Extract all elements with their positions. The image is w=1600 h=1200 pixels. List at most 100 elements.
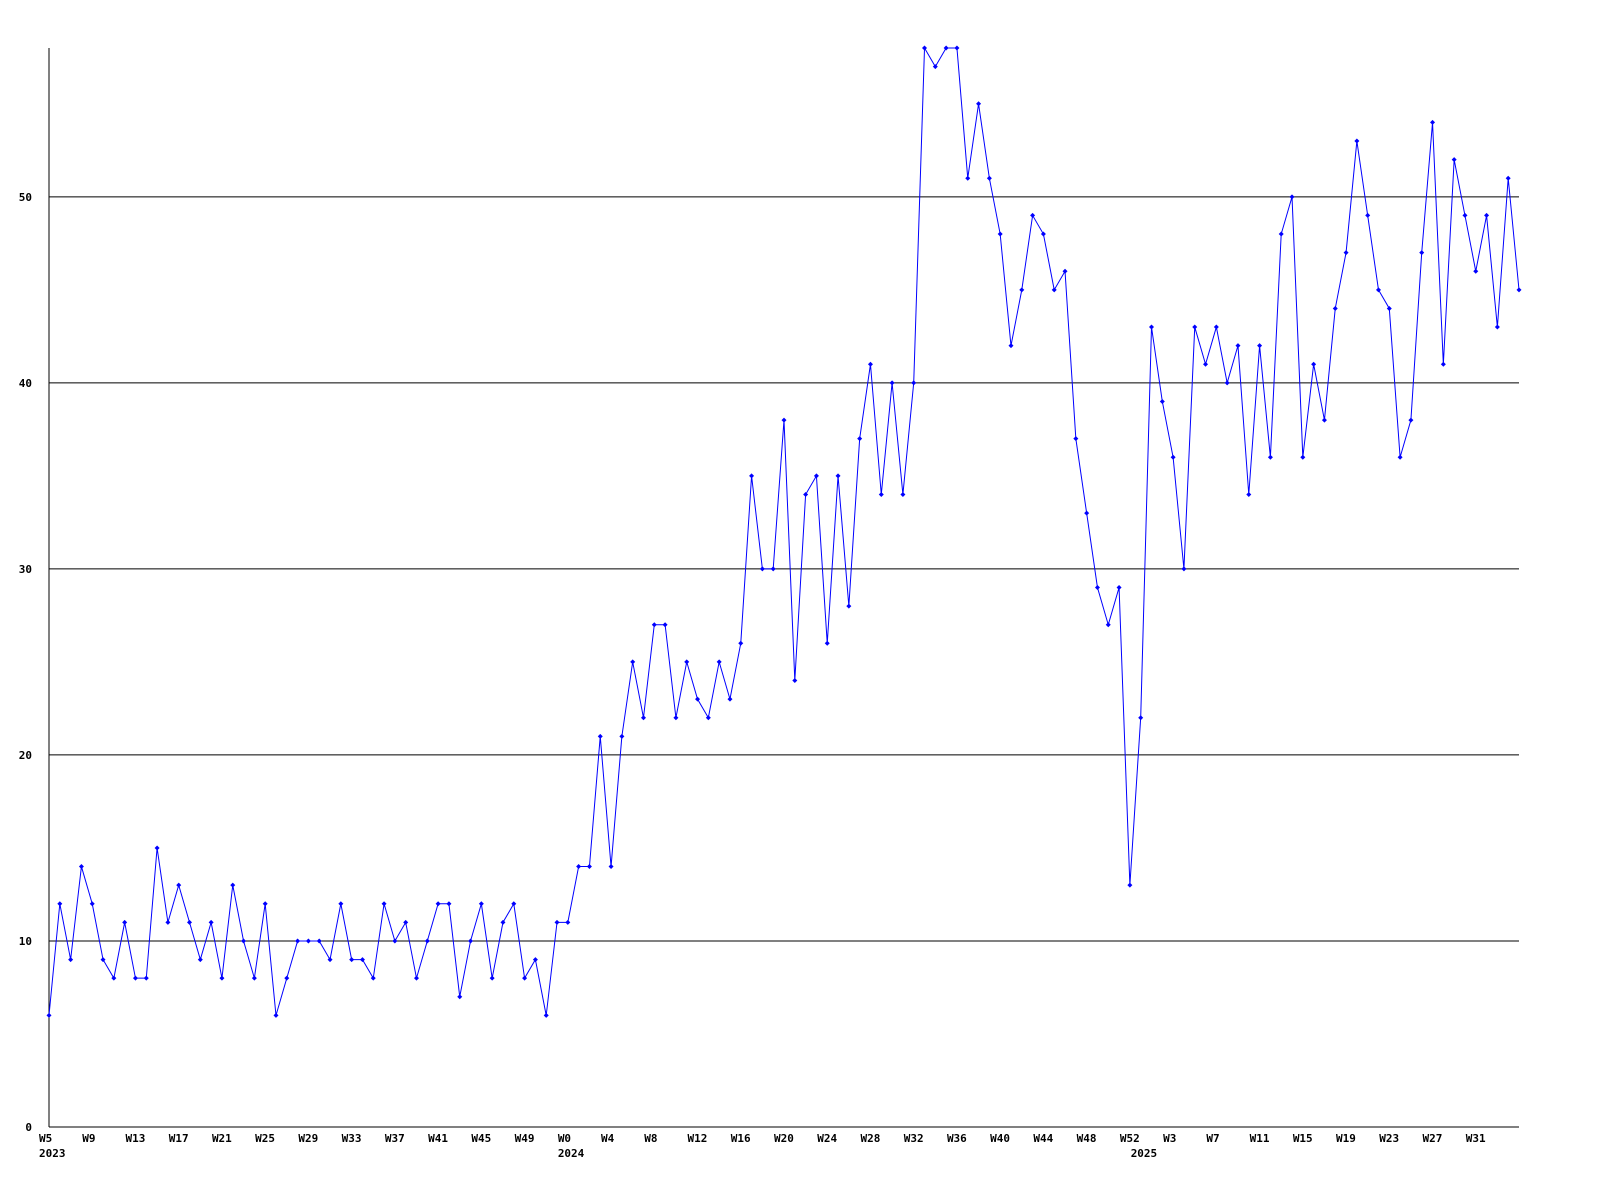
data-point (1030, 212, 1036, 218)
data-point (1505, 175, 1511, 181)
data-point (1203, 361, 1209, 367)
x-tick-label: W27 (1423, 1132, 1443, 1145)
x-tick-label: W12 (688, 1132, 708, 1145)
x-tick-label: W28 (860, 1132, 880, 1145)
x-tick-label: W37 (385, 1132, 405, 1145)
data-point (1311, 361, 1317, 367)
data-point (954, 45, 960, 51)
data-point (370, 975, 376, 981)
data-point (197, 957, 203, 963)
data-point (1386, 305, 1392, 311)
data-point (273, 1012, 279, 1018)
x-tick-label: W11 (1250, 1132, 1270, 1145)
data-point (543, 1012, 549, 1018)
x-year-label: 2024 (558, 1147, 585, 1160)
data-point (900, 491, 906, 497)
data-point (738, 640, 744, 646)
y-tick-label: 30 (19, 563, 32, 576)
data-point (1062, 268, 1068, 274)
data-point (1246, 491, 1252, 497)
x-tick-label: W8 (644, 1132, 657, 1145)
data-point (241, 938, 247, 944)
series-line (48, 46, 1520, 1016)
data-point (1408, 417, 1414, 423)
x-tick-label: W45 (471, 1132, 491, 1145)
data-point (1365, 212, 1371, 218)
data-point (1235, 343, 1241, 349)
x-tick-label: W31 (1466, 1132, 1486, 1145)
data-point (392, 938, 398, 944)
data-point (943, 45, 949, 51)
data-point (932, 64, 938, 70)
data-point (651, 622, 657, 628)
x-tick-label: W7 (1206, 1132, 1219, 1145)
data-point (295, 938, 301, 944)
data-point (792, 678, 798, 684)
data-point (1181, 566, 1187, 572)
data-point (716, 659, 722, 665)
data-point (965, 175, 971, 181)
data-point (251, 975, 257, 981)
data-point (46, 1012, 52, 1018)
x-year-label: 2023 (39, 1147, 66, 1160)
data-point (1105, 622, 1111, 628)
data-point (1138, 715, 1144, 721)
data-point (673, 715, 679, 721)
data-point (1473, 268, 1479, 274)
data-point (770, 566, 776, 572)
data-point (835, 473, 841, 479)
data-point (1375, 287, 1381, 293)
data-point (1462, 212, 1468, 218)
data-point (565, 919, 571, 925)
data-point (1300, 454, 1306, 460)
data-point (1094, 585, 1100, 590)
x-tick-label: W23 (1379, 1132, 1399, 1145)
data-point (1289, 194, 1295, 200)
data-point (111, 975, 117, 981)
data-point (208, 919, 214, 925)
data-point (359, 957, 365, 963)
data-point (511, 901, 517, 907)
data-point (262, 901, 268, 907)
y-tick-label: 20 (19, 749, 32, 762)
x-tick-label: W16 (731, 1132, 751, 1145)
data-point (381, 901, 387, 907)
x-year-label: 2025 (1131, 1147, 1158, 1160)
data-point (1170, 454, 1176, 460)
data-point (424, 938, 430, 944)
data-point (1008, 343, 1014, 349)
x-tick-label: W48 (1077, 1132, 1097, 1145)
x-tick-label: W13 (125, 1132, 145, 1145)
data-point (576, 864, 582, 870)
x-tick-label: W32 (904, 1132, 924, 1145)
data-point (1149, 324, 1154, 330)
x-tick-label: W33 (342, 1132, 362, 1145)
data-point (1192, 324, 1198, 330)
x-tick-label: W4 (601, 1132, 615, 1145)
data-point (122, 919, 128, 925)
data-point (749, 473, 755, 479)
data-point (824, 640, 830, 646)
data-point (608, 864, 614, 870)
data-point (532, 957, 538, 963)
data-point (803, 491, 809, 497)
data-point (976, 101, 982, 107)
x-tick-label: W49 (515, 1132, 535, 1145)
data-point (230, 882, 236, 888)
data-point (630, 659, 636, 665)
data-point (338, 901, 344, 907)
y-tick-label: 40 (19, 377, 32, 390)
data-point (1321, 417, 1327, 423)
data-point (143, 975, 149, 981)
data-point (468, 938, 474, 944)
data-point (284, 975, 290, 981)
data-point (187, 919, 193, 925)
data-point (986, 175, 992, 181)
data-point (446, 901, 452, 907)
data-point (89, 901, 95, 907)
data-point (1213, 324, 1219, 330)
data-point (1084, 510, 1090, 516)
data-point (1484, 212, 1490, 218)
data-point (57, 901, 63, 907)
data-point (1159, 398, 1165, 404)
